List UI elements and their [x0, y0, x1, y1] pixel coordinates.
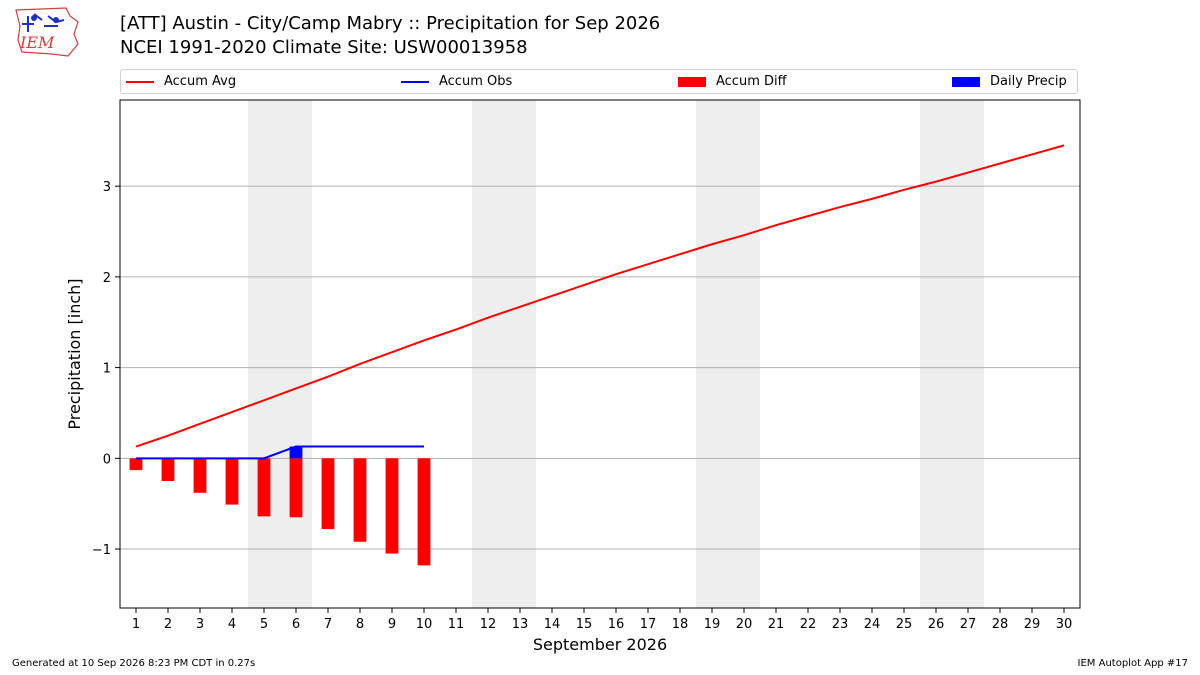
iem-logo: IEM [15, 7, 79, 57]
footer-app-text: IEM Autoplot App #17 [1077, 658, 1188, 669]
accum-diff-bar [417, 458, 431, 566]
plot-frame [119, 99, 1081, 609]
y-axis-label: Precipitation [inch] [65, 278, 84, 429]
legend-item-daily-precip: Daily Precip [952, 70, 1067, 93]
weekend-band [472, 100, 536, 608]
legend-item-accum-avg: Accum Avg [126, 70, 236, 93]
x-tick-label: 24 [864, 617, 881, 632]
legend-item-accum-obs: Accum Obs [401, 70, 512, 93]
x-tick-label: 4 [228, 617, 236, 632]
x-tick-label: 2 [164, 617, 172, 632]
x-tick-label: 16 [608, 617, 625, 632]
x-tick-label: 7 [324, 617, 332, 632]
x-tick-label: 23 [832, 617, 849, 632]
y-tick-label: −1 [92, 543, 111, 558]
x-tick-label: 6 [292, 617, 300, 632]
chart-title: [ATT] Austin - City/Camp Mabry :: Precip… [120, 13, 661, 34]
y-tick-label: 3 [103, 180, 111, 195]
weekend-band [920, 100, 984, 608]
daily-precip-bar [289, 446, 303, 459]
x-tick-label: 21 [768, 617, 785, 632]
legend-swatch-accum-avg [126, 80, 154, 83]
accum-diff-bar [257, 458, 271, 517]
x-tick-label: 19 [704, 617, 721, 632]
accum-diff-bar [193, 458, 207, 493]
x-tick-label: 25 [896, 617, 913, 632]
weekend-band [696, 100, 760, 608]
legend-swatch-daily-precip [952, 76, 980, 87]
accum-diff-bar [321, 458, 335, 530]
chart-subtitle: NCEI 1991-2020 Climate Site: USW00013958 [120, 37, 528, 58]
y-tick-label: 0 [103, 452, 111, 467]
x-tick-label: 29 [1024, 617, 1041, 632]
legend-label: Daily Precip [990, 74, 1067, 89]
x-tick-label: 11 [448, 617, 465, 632]
accum-diff-bar [161, 458, 175, 481]
accum-diff-bar [225, 458, 239, 505]
x-tick-label: 13 [512, 617, 529, 632]
x-tick-label: 18 [672, 617, 689, 632]
y-tick-label: 2 [103, 271, 111, 286]
x-tick-label: 20 [736, 617, 753, 632]
footer-generated-text: Generated at 10 Sep 2026 8:23 PM CDT in … [12, 658, 256, 669]
legend-swatch-accum-obs [401, 80, 429, 83]
accum-obs-line [136, 445, 424, 460]
x-tick-label: 27 [960, 617, 977, 632]
accum-diff-bar [353, 458, 367, 542]
x-tick-label: 9 [388, 617, 396, 632]
x-tick-label: 8 [356, 617, 364, 632]
x-tick-label: 15 [576, 617, 593, 632]
x-tick-label: 14 [544, 617, 561, 632]
x-tick-label: 10 [416, 617, 433, 632]
x-tick-label: 17 [640, 617, 657, 632]
legend: Accum Avg Accum Obs Accum Diff Daily Pre… [120, 69, 1078, 94]
x-axis-label: September 2026 [533, 635, 667, 654]
accum-diff-bar [289, 458, 303, 518]
legend-label: Accum Avg [164, 74, 237, 89]
x-tick-label: 1 [132, 617, 140, 632]
legend-item-accum-diff: Accum Diff [678, 70, 787, 93]
accum-diff-bar [129, 458, 143, 471]
x-tick-label: 12 [480, 617, 497, 632]
x-tick-label: 22 [800, 617, 817, 632]
legend-label: Accum Obs [439, 74, 513, 89]
x-tick-label: 3 [196, 617, 204, 632]
x-tick-label: 5 [260, 617, 268, 632]
y-tick-label: 1 [103, 362, 111, 377]
legend-label: Accum Diff [716, 74, 787, 89]
weekend-band [248, 100, 312, 608]
accum-diff-bar [385, 458, 399, 554]
logo-text: IEM [19, 33, 55, 52]
x-tick-label: 30 [1056, 617, 1073, 632]
x-tick-label: 28 [992, 617, 1009, 632]
accum-avg-line [135, 144, 1065, 448]
x-tick-label: 26 [928, 617, 945, 632]
legend-swatch-accum-diff [678, 76, 706, 87]
